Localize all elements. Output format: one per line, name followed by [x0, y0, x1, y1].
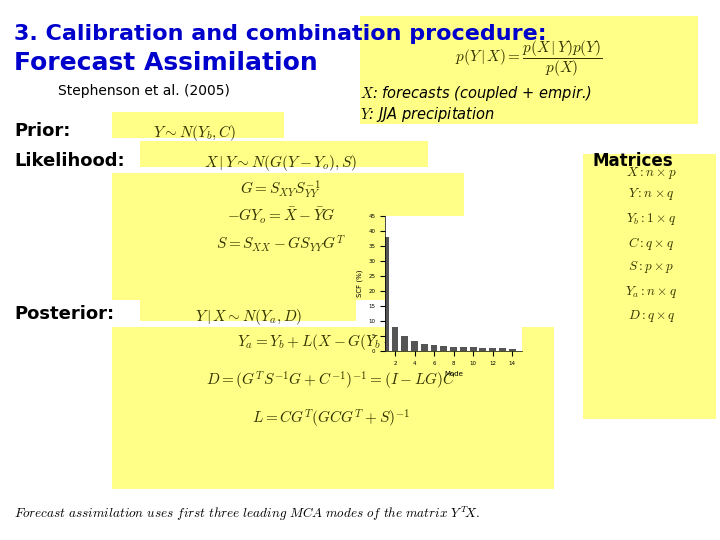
Text: $D : q \times q$: $D : q \times q$ — [628, 308, 675, 324]
Text: $Y$: JJA precipitation: $Y$: JJA precipitation — [360, 105, 495, 124]
Bar — [480, 348, 486, 351]
Bar — [382, 237, 389, 351]
FancyBboxPatch shape — [112, 173, 464, 300]
Text: $Y_a = Y_b + L(X - G(Y_b - Y_o))$: $Y_a = Y_b + L(X - G(Y_b - Y_o))$ — [238, 332, 425, 352]
Bar — [469, 347, 477, 351]
FancyBboxPatch shape — [360, 16, 698, 124]
X-axis label: Mode: Mode — [444, 372, 463, 377]
Bar — [460, 347, 467, 351]
Text: Stephenson et al. (2005): Stephenson et al. (2005) — [58, 84, 230, 98]
Text: $C : q \times q$: $C : q \times q$ — [629, 235, 675, 252]
Text: $L = CG^T(GCG^T + S)^{-1}$: $L = CG^T(GCG^T + S)^{-1}$ — [252, 408, 410, 430]
Text: $X\,|\,Y \sim N(G(Y - Y_o), S)$: $X\,|\,Y \sim N(G(Y - Y_o), S)$ — [204, 153, 358, 173]
Text: Likelihood:: Likelihood: — [14, 152, 125, 170]
FancyBboxPatch shape — [140, 141, 428, 167]
Text: Matrices: Matrices — [593, 152, 673, 170]
Text: $Y\,|\,X \sim N(Y_a, D)$: $Y\,|\,X \sim N(Y_a, D)$ — [195, 307, 302, 327]
Bar — [441, 346, 447, 351]
FancyBboxPatch shape — [140, 295, 356, 321]
Text: $X : n \times p$: $X : n \times p$ — [626, 165, 677, 181]
Bar — [421, 343, 428, 351]
Bar — [401, 336, 408, 351]
Text: Posterior:: Posterior: — [14, 305, 114, 323]
Bar — [509, 349, 516, 351]
Text: $G = S_{XY}S_{YY}^{-1}$: $G = S_{XY}S_{YY}^{-1}$ — [240, 179, 321, 201]
Bar — [450, 347, 457, 351]
Text: $S = S_{XX} - GS_{YY}G^T$: $S = S_{XX} - GS_{YY}G^T$ — [216, 233, 346, 254]
Bar — [392, 327, 398, 351]
FancyBboxPatch shape — [112, 112, 284, 138]
Text: $S : p \times p$: $S : p \times p$ — [629, 259, 675, 275]
Text: 3. Calibration and combination procedure:: 3. Calibration and combination procedure… — [14, 24, 547, 44]
Text: $-GY_o = \bar{X} - \bar{Y}G$: $-GY_o = \bar{X} - \bar{Y}G$ — [227, 206, 335, 226]
Text: $Y_b : 1 \times q$: $Y_b : 1 \times q$ — [626, 211, 677, 227]
Y-axis label: SCF (%): SCF (%) — [356, 270, 363, 297]
Bar — [431, 345, 438, 351]
Text: Prior:: Prior: — [14, 122, 71, 139]
FancyBboxPatch shape — [583, 154, 716, 418]
Text: $X$: forecasts (coupled + empir.): $X$: forecasts (coupled + empir.) — [360, 84, 592, 103]
FancyBboxPatch shape — [112, 327, 554, 489]
Text: $D = (G^T S^{-1} G + C^{-1})^{-1} = (I - LG)C$: $D = (G^T S^{-1} G + C^{-1})^{-1} = (I -… — [206, 370, 456, 392]
Text: $Y \sim N(Y_b, C)$: $Y \sim N(Y_b, C)$ — [153, 123, 236, 143]
Bar — [499, 348, 506, 351]
Bar — [411, 341, 418, 351]
Bar — [490, 348, 496, 351]
Text: $Y : n \times q$: $Y : n \times q$ — [629, 186, 675, 202]
Text: $\it{Forecast\ assimilation\ uses\ first\ three\ leading\ MCA\ modes\ of\ the\ m: $\it{Forecast\ assimilation\ uses\ first… — [14, 505, 480, 523]
Text: $p(Y\,|\,X) = \dfrac{p(X\,|\,Y)p(Y)}{p(X)}$: $p(Y\,|\,X) = \dfrac{p(X\,|\,Y)p(Y)}{p(X… — [455, 38, 603, 79]
Text: $Y_a : n \times q$: $Y_a : n \times q$ — [626, 284, 678, 300]
Text: Forecast Assimilation: Forecast Assimilation — [14, 51, 318, 75]
